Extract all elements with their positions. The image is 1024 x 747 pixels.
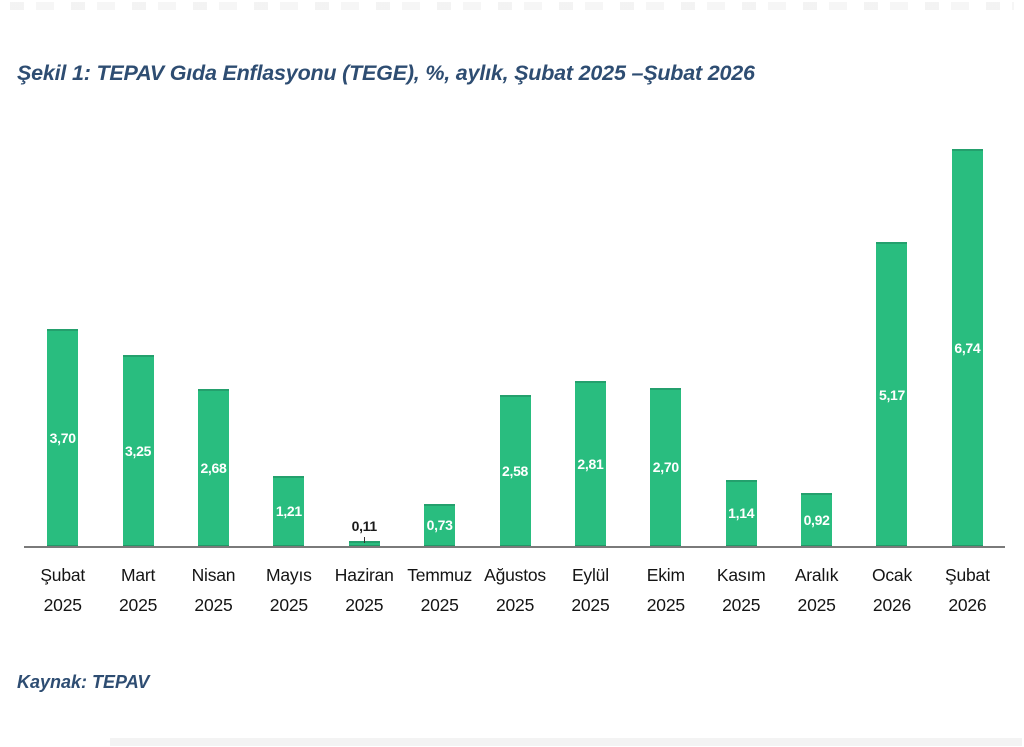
bar: 1,14 — [725, 479, 757, 547]
bar-column: 1,21 — [251, 140, 326, 547]
x-axis-label-year: 2025 — [571, 595, 610, 615]
x-axis-label: Ocak 2026 — [854, 560, 929, 620]
bar-column: 2,70 — [628, 140, 703, 547]
bar-value-label: 1,21 — [275, 503, 302, 520]
x-axis-label: Kasım 2025 — [704, 560, 779, 620]
bar-column: 5,17 — [854, 140, 929, 547]
bar-column: 0,73 — [402, 140, 477, 547]
x-axis-label-year: 2026 — [948, 595, 987, 615]
bar: 3,25 — [122, 355, 154, 547]
bar-column: 1,14 — [704, 140, 779, 547]
bar: 1,21 — [273, 475, 305, 547]
bar-value-label: 3,25 — [125, 443, 152, 460]
bar: 0,73 — [424, 503, 456, 547]
bar-value-label: 0,73 — [426, 517, 453, 534]
bar-column: 2,68 — [176, 140, 251, 547]
bar-column: 0,92 — [779, 140, 854, 547]
x-axis-label-year: 2025 — [797, 595, 836, 615]
source-note: Kaynak: TEPAV — [17, 672, 150, 692]
x-axis-label-year: 2025 — [495, 595, 535, 615]
scan-artifact-top — [10, 2, 1014, 10]
x-axis-label-month: Ağustos — [484, 565, 546, 585]
bar-value-label: 2,58 — [502, 462, 529, 479]
x-axis-label: Aralık 2025 — [779, 560, 854, 620]
bar-column: 3,25 — [100, 140, 175, 547]
x-axis-label-month: Eylül — [571, 565, 609, 585]
bar-value-label: 5,17 — [878, 386, 906, 403]
bar-value-label: 2,70 — [652, 459, 679, 476]
bar-value-label: 1,14 — [728, 505, 755, 522]
x-axis-label-month: Aralık — [794, 565, 839, 585]
bar: 3,70 — [47, 328, 79, 547]
x-axis-label-year: 2025 — [646, 595, 685, 615]
x-axis-label-year: 2025 — [194, 595, 233, 615]
bar: 6,74 — [951, 149, 983, 547]
x-axis-label-year: 2025 — [43, 595, 82, 615]
x-axis-label: Eylül 2025 — [553, 560, 628, 620]
x-axis-label: Haziran 2025 — [327, 560, 402, 620]
bar-value-label: 3,70 — [49, 429, 76, 446]
x-axis-line — [24, 546, 1005, 548]
bar: 5,17 — [876, 242, 908, 547]
x-axis-label-year: 2025 — [722, 595, 761, 615]
x-axis-label: Mart 2025 — [100, 560, 175, 620]
bar-column: 2,81 — [553, 140, 628, 547]
chart-title: Şekil 1: TEPAV Gıda Enflasyonu (TEGE), %… — [17, 61, 755, 85]
scan-artifact-bottom — [110, 738, 1022, 746]
x-axis-label-year: 2025 — [119, 595, 158, 615]
bar-column: 2,58 — [477, 140, 552, 547]
x-axis-label-month: Ekim — [646, 565, 685, 585]
x-axis-label-month: Kasım — [716, 565, 766, 585]
x-axis-label: Şubat 2025 — [25, 560, 100, 620]
x-axis-label: Nisan 2025 — [176, 560, 251, 620]
x-axis-label-month: Nisan — [191, 565, 236, 585]
bar: 2,58 — [499, 394, 531, 547]
label-leader-line — [364, 536, 366, 543]
bar-chart-plot-area: 3,70 3,25 2,68 1,21 0,11 0,73 2,58 2,81 2,70 1,14… — [25, 140, 1005, 547]
bar: 2,81 — [574, 381, 606, 547]
x-axis-label-year: 2025 — [420, 595, 459, 615]
x-axis-label: Mayıs 2025 — [251, 560, 326, 620]
bar-column: 0,11 — [327, 140, 402, 547]
bar: 2,70 — [650, 387, 682, 547]
x-axis-label: Temmuz 2025 — [402, 560, 477, 620]
x-axis-label-month: Şubat — [945, 565, 990, 585]
x-axis-label-month: Mart — [120, 565, 156, 585]
x-axis-label-year: 2025 — [269, 595, 308, 615]
bar: 0,92 — [801, 492, 833, 547]
bar-value-label: 2,68 — [200, 459, 227, 476]
bar-column: 6,74 — [930, 140, 1005, 547]
x-axis-label-year: 2025 — [345, 595, 384, 615]
bar-value-label: 6,74 — [954, 340, 981, 357]
x-axis-labels: Şubat 2025 Mart 2025 Nisan 2025 Mayıs 2025 Hazir… — [25, 560, 1005, 620]
bar: 2,68 — [197, 388, 229, 547]
x-axis-label-month: Haziran — [334, 565, 394, 585]
x-axis-label: Ağustos 2025 — [477, 560, 552, 620]
x-axis-label: Şubat 2026 — [930, 560, 1005, 620]
bar-value-label: 2,81 — [577, 456, 604, 473]
x-axis-label-month: Ocak — [871, 565, 913, 585]
x-axis-label-month: Mayıs — [266, 565, 312, 585]
bar-value-label: 0,92 — [803, 511, 830, 528]
x-axis-label-year: 2026 — [872, 595, 912, 615]
x-axis-label-month: Temmuz — [407, 565, 473, 585]
x-axis-label: Ekim 2025 — [628, 560, 703, 620]
x-axis-label-month: Şubat — [40, 565, 86, 585]
bar-column: 3,70 — [25, 140, 100, 547]
bar-value-label: 0,11 — [351, 517, 378, 534]
